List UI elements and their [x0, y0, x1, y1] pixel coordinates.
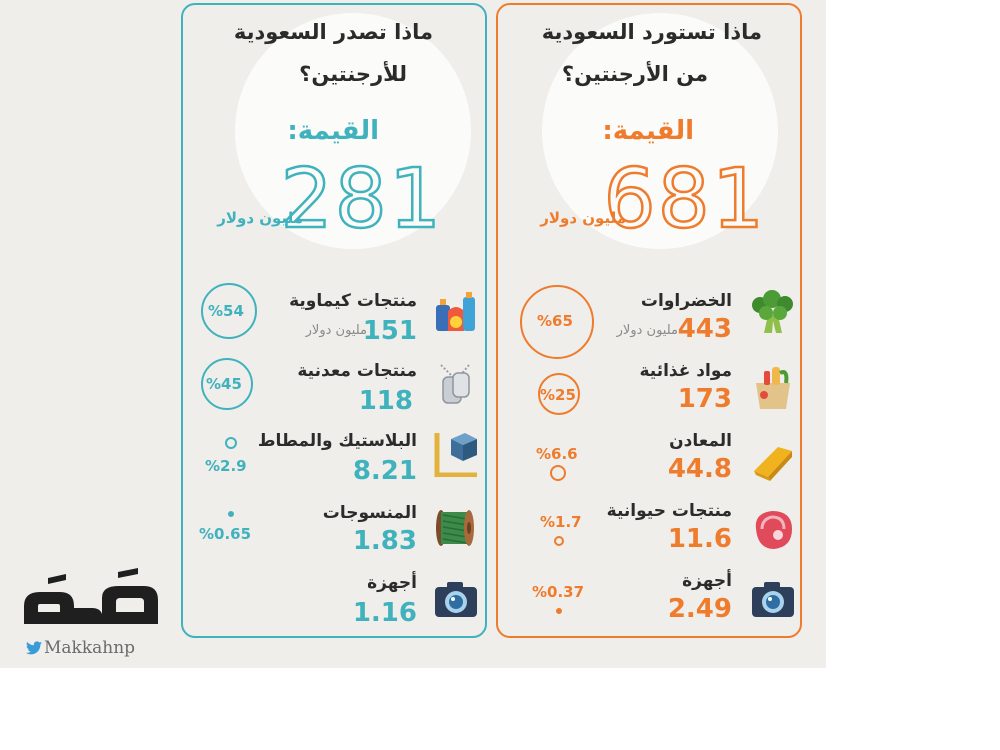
- percent-circle: [225, 437, 237, 449]
- percent-label: %1.7: [540, 513, 582, 531]
- chemical-bottles-icon: [436, 292, 475, 331]
- exports-panel: ماذا تصدر السعودية للأرجنتين؟ القيمة: 28…: [181, 3, 487, 638]
- imports-question-line1: ماذا تستورد السعودية: [541, 20, 762, 44]
- imports-value-label: القيمة:: [602, 116, 694, 146]
- percent-circle: [520, 285, 594, 359]
- exports-question-line2: للأرجنتين؟: [299, 62, 407, 86]
- camera-icon: [435, 582, 477, 617]
- item-value: 118: [358, 386, 413, 416]
- infographic: ماذا تصدر السعودية للأرجنتين؟ القيمة: 28…: [0, 0, 826, 668]
- meat-icon: [755, 511, 792, 549]
- broccoli-icon: [752, 290, 793, 333]
- header-circle: [542, 13, 778, 249]
- grocery-bag-icon: [756, 367, 790, 409]
- item-value: 1.83: [352, 526, 417, 556]
- thread-spool-icon: [436, 510, 474, 546]
- header-circle: [235, 13, 471, 249]
- item-unit: مليون دولار: [616, 323, 678, 338]
- item-name: منتجات كيماوية: [289, 291, 417, 311]
- percent-circle: [201, 358, 253, 410]
- item-name: البلاستيك والمطاط: [257, 431, 417, 451]
- imports-total: 681: [602, 152, 766, 247]
- exports-total-unit: مليون دولار: [217, 209, 303, 227]
- percent-label: %0.37: [532, 583, 585, 601]
- item-value: 1.16: [352, 598, 417, 628]
- imports-panel: ماذا تستورد السعودية من الأرجنتين؟ القيم…: [496, 3, 802, 638]
- percent-dot: [228, 511, 234, 517]
- item-value: 8.21: [352, 456, 417, 486]
- percent-label: %45: [206, 375, 242, 393]
- camera-icon: [752, 582, 794, 617]
- exports-question-line1: ماذا تصدر السعودية: [233, 20, 433, 44]
- percent-circle: [538, 373, 580, 415]
- item-unit: مليون دولار: [305, 323, 367, 338]
- percent-dot: [556, 608, 562, 614]
- percent-label: %6.6: [536, 445, 578, 463]
- makkah-logo: [24, 568, 158, 624]
- imports-total-unit: مليون دولار: [540, 209, 626, 227]
- item-name: المعادن: [669, 431, 732, 451]
- percent-circle: [554, 536, 564, 546]
- percent-label: %54: [208, 302, 244, 320]
- item-value: 173: [677, 384, 732, 414]
- item-name: مواد غذائية: [639, 361, 732, 381]
- gold-bar-icon: [754, 447, 792, 481]
- exports-value-label: القيمة:: [287, 116, 379, 146]
- item-name: أجهزة: [367, 573, 417, 593]
- exports-total: 281: [279, 152, 443, 247]
- twitter-bird-icon: [26, 641, 42, 655]
- item-value: 11.6: [667, 524, 732, 554]
- item-value: 44.8: [667, 454, 732, 484]
- percent-label: %65: [537, 312, 573, 330]
- plastic-cube-icon: [434, 433, 477, 477]
- item-name: الخضراوات: [640, 291, 732, 311]
- imports-question-line2: من الأرجنتين؟: [561, 62, 708, 86]
- item-value: 151: [362, 316, 417, 346]
- item-name: منتجات معدنية: [297, 361, 417, 381]
- percent-label: %25: [540, 386, 576, 404]
- percent-label: %2.9: [205, 457, 247, 475]
- item-name: المنسوجات: [322, 503, 417, 523]
- percent-circle: [550, 465, 566, 481]
- percent-circle: [201, 283, 257, 339]
- item-name: أجهزة: [682, 571, 732, 591]
- percent-label: %0.65: [199, 525, 252, 543]
- metal-tags-icon: [440, 364, 470, 404]
- item-value: 443: [677, 314, 732, 344]
- item-name: منتجات حيوانية: [606, 501, 732, 521]
- item-value: 2.49: [667, 594, 732, 624]
- logo-handle: Makkahnp: [44, 638, 136, 658]
